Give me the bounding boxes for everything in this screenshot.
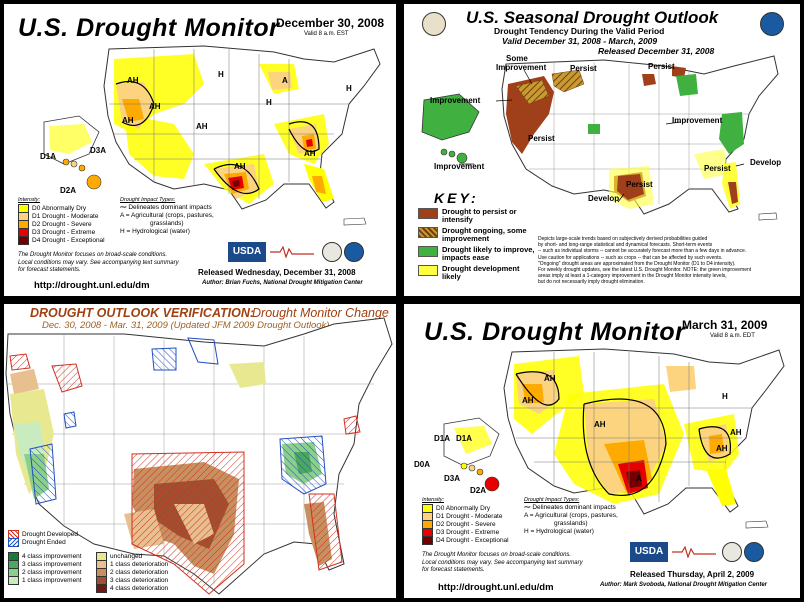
panel3-hatch-legend: Drought Developed Drought Ended bbox=[8, 529, 98, 547]
map-label-ah: AH bbox=[196, 122, 208, 131]
panel4-impact-legend: Drought Impact Types: ⁓ Delineates domin… bbox=[524, 497, 618, 535]
map-label-persist: Persist bbox=[648, 62, 675, 71]
panel1-author: Author: Brian Fuchs, National Drought Mi… bbox=[202, 280, 363, 286]
panel4-valid: Valid 8 a.m. EDT bbox=[710, 333, 755, 339]
ndmc-logo bbox=[672, 546, 716, 558]
map-label-ah: AH bbox=[716, 444, 728, 453]
map-label-d2a: D2A bbox=[470, 486, 487, 495]
map-label-d2a: D2A bbox=[60, 186, 77, 195]
map-label-h: H bbox=[722, 392, 728, 401]
legend-d4: D4 Drought - Exceptional bbox=[18, 235, 118, 245]
commerce-seal-icon bbox=[722, 542, 742, 562]
map-label-persist: Persist bbox=[570, 64, 597, 73]
panel2-us-map bbox=[421, 55, 779, 221]
map-label-a: A bbox=[282, 76, 288, 85]
map-label-develop: Develop bbox=[750, 158, 782, 167]
legend-ended: Drought Ended bbox=[8, 537, 98, 547]
intensity-heading: Intensity: bbox=[18, 197, 41, 203]
drought-monitor-dec-2008-panel: U.S. Drought Monitor December 30, 2008 V… bbox=[4, 4, 396, 296]
map-label-ah: AH bbox=[522, 396, 534, 405]
panel3-subtitle: Dec. 30, 2008 - Mar. 31, 2009 (Updated J… bbox=[42, 320, 330, 331]
panel4-date: March 31, 2009 bbox=[682, 318, 768, 332]
map-label-persist: Persist bbox=[626, 180, 653, 189]
map-label-develop: Develop bbox=[588, 194, 620, 203]
map-label-d1a: D1A bbox=[434, 434, 451, 443]
noaa-logo-icon bbox=[760, 12, 784, 36]
key-develop: Drought development likely bbox=[418, 265, 538, 281]
panel4-released: Released Thursday, April 2, 2009 bbox=[630, 570, 755, 579]
panel3-deterioration-legend: unchanged 1 class deterioration 2 class … bbox=[96, 551, 196, 593]
panel3-title-a: DROUGHT OUTLOOK VERIFICATION: bbox=[30, 306, 255, 320]
map-label-d1a: D1A bbox=[456, 434, 473, 443]
ndmc-logo bbox=[270, 246, 314, 258]
panel4-title: U.S. Drought Monitor bbox=[424, 318, 686, 346]
map-label-a: A bbox=[636, 474, 642, 483]
map-label-ah: AH bbox=[127, 76, 139, 85]
legend-developed: Drought Developed bbox=[8, 529, 98, 539]
map-label-ah: AH bbox=[544, 374, 556, 383]
panel3-us-map bbox=[5, 317, 393, 595]
panel1-title: U.S. Drought Monitor bbox=[18, 14, 280, 42]
commerce-seal-icon bbox=[422, 12, 446, 36]
map-label-ah: AH bbox=[149, 102, 161, 111]
panel1-date: December 30, 2008 bbox=[276, 16, 385, 30]
map-label-ah: AH bbox=[304, 149, 316, 158]
map-label-ah: AH bbox=[234, 162, 246, 171]
legend-d0: D0 Abnormally Dry bbox=[18, 203, 118, 213]
panel1-valid: Valid 8 a.m. EST bbox=[304, 31, 349, 37]
noaa-logo-icon bbox=[744, 542, 764, 562]
map-label-d0a: D0A bbox=[414, 460, 431, 469]
key-persist: Drought to persist or intensify bbox=[418, 208, 538, 224]
map-label-improvement: Improvement bbox=[434, 162, 485, 171]
map-label-improvement: Improvement bbox=[496, 63, 547, 72]
map-label-h: H bbox=[346, 84, 352, 93]
panel4-author: Author: Mark Svoboda, National Drought M… bbox=[600, 582, 767, 588]
map-label-improvement: Improvement bbox=[430, 96, 481, 105]
panel1-intensity-legend: Intensity: D0 Abnormally Dry D1 Drought … bbox=[18, 197, 118, 245]
panel2-title: U.S. Seasonal Drought Outlook bbox=[466, 8, 719, 27]
map-label-h: H bbox=[218, 70, 224, 79]
usda-logo: USDA bbox=[228, 242, 266, 262]
legend-d2: D2 Drought - Severe bbox=[18, 219, 118, 229]
map-label-ah: AH bbox=[122, 116, 134, 125]
usda-logo: USDA bbox=[630, 542, 668, 562]
map-label-ah: AH bbox=[730, 428, 742, 437]
map-label-d3a: D3A bbox=[90, 146, 107, 155]
map-label-d1a: D1A bbox=[40, 152, 57, 161]
key-ongoing: Drought ongoing, some improvement bbox=[418, 227, 538, 243]
key-title: KEY: bbox=[434, 190, 479, 206]
map-label-some: Some bbox=[506, 54, 528, 63]
map-label-d3a: D3A bbox=[444, 474, 461, 483]
panel4-us-map bbox=[443, 348, 785, 529]
panel2-notes: Depicts large-scale trends based on subj… bbox=[538, 236, 752, 286]
noaa-logo-icon bbox=[344, 242, 364, 262]
legend-d3: D3 Drought - Extreme bbox=[18, 227, 118, 237]
key-improve: Drought likely to improve, impacts ease bbox=[418, 246, 538, 262]
panel2-released: Released December 31, 2008 bbox=[598, 46, 715, 56]
drought-outlook-verification-panel: DROUGHT OUTLOOK VERIFICATION: Drought Mo… bbox=[4, 304, 396, 598]
panel4-intensity-legend: Intensity: D0 Abnormally Dry D1 Drought … bbox=[422, 497, 509, 545]
map-label-improvement: Improvement bbox=[672, 116, 723, 125]
panel3-improvement-legend: 4 class improvement 3 class improvement … bbox=[8, 551, 98, 585]
panel2-key: Drought to persist or intensify Drought … bbox=[418, 208, 538, 284]
map-label-ah: AH bbox=[594, 420, 606, 429]
map-label-persist: Persist bbox=[528, 134, 555, 143]
commerce-seal-icon bbox=[322, 242, 342, 262]
seasonal-drought-outlook-panel: U.S. Seasonal Drought Outlook Drought Te… bbox=[404, 4, 800, 296]
panel3-title-b: Drought Monitor Change bbox=[252, 306, 389, 320]
drought-monitor-mar-2009-panel: U.S. Drought Monitor March 31, 2009 Vali… bbox=[404, 304, 800, 598]
panel1-impact-legend: Drought Impact Types: ⁓ Delineates domin… bbox=[120, 197, 214, 235]
map-label-persist: Persist bbox=[704, 164, 731, 173]
panel1-url[interactable]: http://drought.unl.edu/dm bbox=[34, 280, 150, 291]
legend-d1: D1 Drought - Moderate bbox=[18, 211, 118, 221]
panel4-url[interactable]: http://drought.unl.edu/dm bbox=[438, 582, 554, 593]
panel2-subtitle: Drought Tendency During the Valid Period bbox=[494, 26, 665, 36]
panel1-us-map bbox=[43, 45, 381, 226]
panel2-valid: Valid December 31, 2008 - March, 2009 bbox=[502, 36, 658, 46]
panel1-released: Released Wednesday, December 31, 2008 bbox=[198, 268, 356, 277]
map-label-h: H bbox=[266, 98, 272, 107]
panel1-disclaimer: The Drought Monitor focuses on broad-sca… bbox=[18, 252, 179, 273]
panel4-disclaimer: The Drought Monitor focuses on broad-sca… bbox=[422, 552, 583, 573]
